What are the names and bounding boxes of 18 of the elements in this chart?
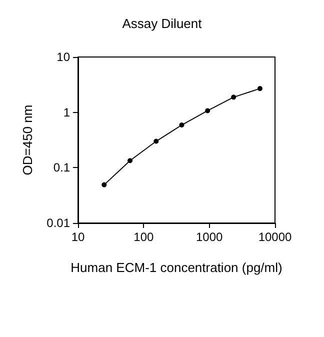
point [128, 158, 133, 164]
y-tick-label: 10 [56, 50, 70, 64]
y-tick-label: 0.01 [46, 216, 70, 230]
x-tick-label: 1000 [196, 230, 224, 244]
chart-title: Assay Diluent [122, 16, 202, 31]
y-tick-label: 1 [63, 105, 70, 120]
y-tick-label: 0.1 [53, 160, 70, 175]
point [102, 182, 107, 188]
point [231, 94, 236, 100]
point [154, 138, 159, 144]
y-axis-title: OD=450 nm [20, 104, 35, 176]
x-tick-label: 10000 [258, 230, 292, 244]
point [179, 122, 184, 128]
point [205, 108, 210, 114]
x-axis-title: Human ECM-1 concentration (pg/ml) [70, 260, 282, 275]
point [257, 86, 262, 92]
x-tick-label: 100 [134, 230, 154, 244]
x-tick-label: 10 [71, 230, 85, 244]
